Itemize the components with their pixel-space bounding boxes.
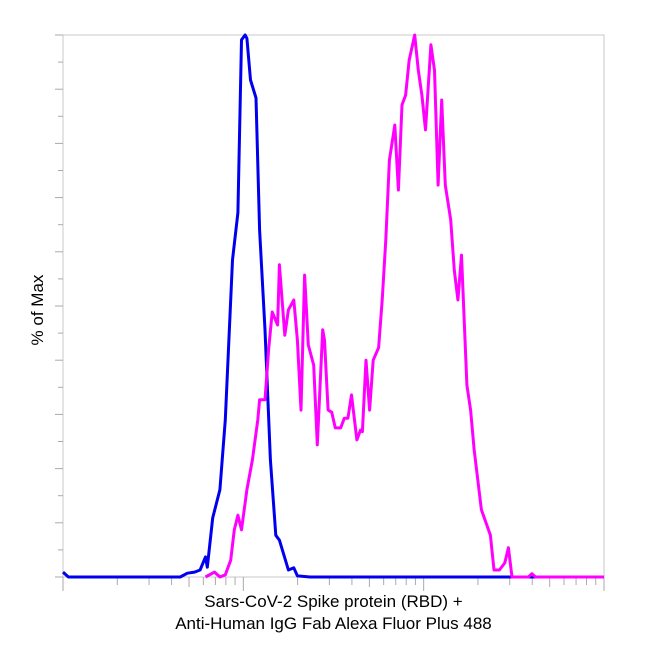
x-axis-label-line1: Sars-CoV-2 Spike protein (RBD) + — [204, 592, 463, 611]
y-axis-label: % of Max — [28, 274, 47, 346]
plot-frame — [62, 34, 605, 578]
x-axis-label-line2: Anti-Human IgG Fab Alexa Fluor Plus 488 — [175, 614, 492, 633]
series-line-control — [61, 33, 604, 579]
series-line-sample — [204, 33, 604, 579]
